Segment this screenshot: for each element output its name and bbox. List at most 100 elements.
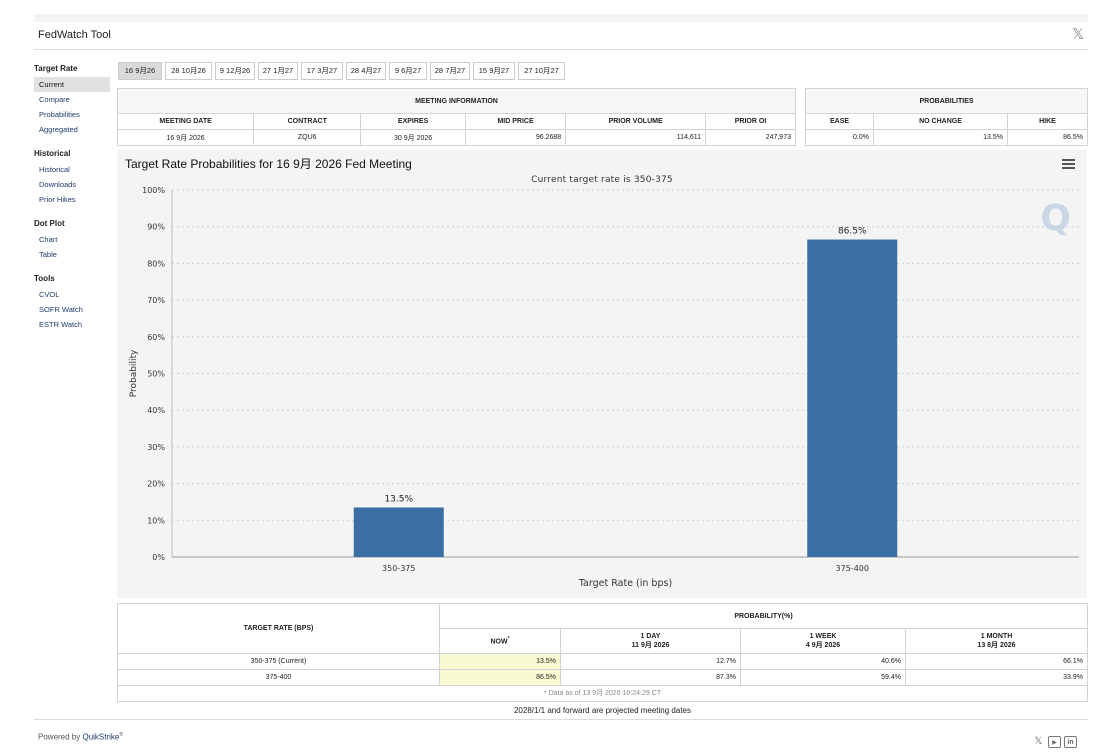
1-week-value: 59.4% <box>740 669 906 686</box>
quikstrike-watermark: Q <box>1040 198 1071 239</box>
sidebar-item-prior-hikes[interactable]: Prior Hikes <box>39 195 76 204</box>
chart-title: Target Rate Probabilities for 16 9月 2026… <box>125 157 412 171</box>
meeting-date-value: 16 9月 2026 <box>116 129 255 146</box>
y-tick-label: 20% <box>147 480 165 489</box>
sidebar-heading: Historical <box>34 149 71 158</box>
bar <box>807 239 898 558</box>
y-tick-label: 90% <box>147 223 165 232</box>
1-month-value: 66.1% <box>905 653 1088 670</box>
sidebar: Target Rate Current Compare Probabilities Ag… <box>34 62 112 342</box>
prior-volume-value: 114,611 <box>565 129 707 146</box>
x-tick-label: 350-375 <box>382 564 415 573</box>
y-tick-label: 80% <box>147 259 165 268</box>
bar <box>353 507 444 557</box>
tab-meeting-date[interactable]: 27 10月27 <box>518 62 565 80</box>
probabilities-title: PROBABILITIES <box>805 88 1088 114</box>
bar-chart: 0% 10% 20% 30% 40% 50% 60% 70% 80% 90% 100% 13.5% 35… <box>129 186 1079 589</box>
header-hike: HIKE <box>1007 113 1088 130</box>
y-tick-label: 10% <box>147 516 165 525</box>
header-meeting-date: MEETING DATE <box>116 113 255 130</box>
sidebar-item-cvol[interactable]: CVOL <box>39 290 60 299</box>
x-tick-label: 375-400 <box>836 564 869 573</box>
data-timestamp-note: * Data as of 13 9月 2026 10:24:29 CT <box>117 686 1088 702</box>
tab-meeting-date[interactable]: 17 3月27 <box>301 62 343 80</box>
header-contract: CONTRACT <box>253 113 362 130</box>
1-week-value: 40.6% <box>740 653 906 670</box>
x-logo-icon[interactable]: 𝕏 <box>1071 26 1085 43</box>
powered-by: Powered by QuikStrike® <box>38 732 124 742</box>
header-now: NOW* <box>439 628 561 654</box>
header-1-month: 1 MONTH 13 8月 2026 <box>905 628 1088 654</box>
table-row: 350-375 (Current) 13.5% 12.7% 40.6% 66.1… <box>117 653 1088 670</box>
chart-subtitle: Current target rate is 350-375 <box>531 175 673 185</box>
header-target-rate: TARGET RATE (BPS) <box>117 603 440 654</box>
y-tick-label: 50% <box>147 370 165 379</box>
y-axis-title: Probability <box>129 349 139 397</box>
sidebar-section: Target Rate Current Compare Probabilities Ag… <box>34 62 112 137</box>
sidebar-item-aggregated[interactable]: Aggregated <box>39 125 78 134</box>
now-value: 13.5% <box>439 653 561 670</box>
sidebar-item-probabilities[interactable]: Probabilities <box>39 110 80 119</box>
app-header: FedWatch Tool 𝕏 <box>34 22 1088 50</box>
sidebar-item-chart[interactable]: Chart <box>39 235 58 244</box>
sidebar-item-compare[interactable]: Compare <box>39 95 70 104</box>
sidebar-item-downloads[interactable]: Downloads <box>39 180 77 189</box>
hike-value: 86.5% <box>1007 129 1088 146</box>
sidebar-section: Tools CVOL SOFR Watch ESTR Watch <box>34 272 112 332</box>
tab-meeting-date[interactable]: 28 10月26 <box>165 62 212 80</box>
tab-meeting-date[interactable]: 27 1月27 <box>258 62 298 80</box>
linkedin-icon[interactable]: in <box>1064 736 1077 748</box>
chart-panel: Target Rate Probabilities for 16 9月 2026… <box>117 150 1087 598</box>
rate-label: 350-375 (Current) <box>117 653 440 670</box>
tab-meeting-date[interactable]: 28 4月27 <box>346 62 386 80</box>
sidebar-item-estr-watch[interactable]: ESTR Watch <box>39 320 83 329</box>
youtube-icon[interactable]: ▶ <box>1048 736 1061 748</box>
x-logo-icon[interactable]: 𝕏 <box>1034 736 1043 747</box>
mid-price-value: 96.2688 <box>464 129 567 146</box>
social-links: 𝕏 ▶ in <box>1032 731 1080 748</box>
sidebar-section: Dot Plot Chart Table <box>34 217 112 262</box>
header-ease: EASE <box>805 113 874 130</box>
header-prior-volume: PRIOR VOLUME <box>565 113 707 130</box>
contract-value: ZQU6 <box>253 129 362 146</box>
sidebar-heading: Dot Plot <box>34 219 65 228</box>
tab-meeting-date[interactable]: 15 9月27 <box>473 62 515 80</box>
meeting-information-title: MEETING INFORMATION <box>117 88 796 114</box>
header-prior-oi: PRIOR OI <box>705 113 796 130</box>
ease-value: 0.0% <box>805 129 874 146</box>
y-tick-label: 70% <box>147 296 165 305</box>
sidebar-section: Historical Historical Downloads Prior Hikes <box>34 147 112 207</box>
1-month-value: 33.9% <box>905 669 1088 686</box>
quikstrike-link[interactable]: QuikStrike <box>82 732 120 742</box>
sidebar-heading: Target Rate <box>34 64 78 73</box>
header-1-week: 1 WEEK 4 9月 2026 <box>740 628 906 654</box>
projected-dates-note: 2028/1/1 and forward are projected meeti… <box>513 706 691 715</box>
expires-value: 30 9月 2026 <box>360 129 466 146</box>
meeting-information-table: MEETING INFORMATION MEETING DATE CONTRAC… <box>116 88 796 146</box>
sidebar-item-historical[interactable]: Historical <box>39 165 70 174</box>
tab-meeting-date[interactable]: 28 7月27 <box>430 62 470 80</box>
tab-meeting-date[interactable]: 9 6月27 <box>389 62 427 80</box>
table-row: 375-400 86.5% 87.3% 59.4% 33.9% <box>117 669 1088 686</box>
rate-label: 375-400 <box>117 669 440 686</box>
x-axis-title: Target Rate (in bps) <box>578 578 672 589</box>
y-tick-label: 40% <box>147 406 165 415</box>
footer-divider <box>34 719 1088 720</box>
prior-oi-value: 247,973 <box>705 129 796 146</box>
sidebar-item-current[interactable]: Current <box>34 77 110 92</box>
header-no-change: NO CHANGE <box>873 113 1008 130</box>
y-tick-label: 0% <box>152 553 165 562</box>
header-mid-price: MID PRICE <box>464 113 567 130</box>
tab-meeting-date[interactable]: 9 12月26 <box>215 62 255 80</box>
header-expires: EXPIRES <box>360 113 466 130</box>
sidebar-heading: Tools <box>34 274 55 283</box>
target-rate-probability-table: TARGET RATE (BPS) PROBABILITY(%) NOW* 1 … <box>117 603 1088 686</box>
1-day-value: 87.3% <box>560 669 741 686</box>
header-1-day: 1 DAY 11 9月 2026 <box>560 628 741 654</box>
y-tick-label: 30% <box>147 443 165 452</box>
sidebar-item-table[interactable]: Table <box>39 250 57 259</box>
sidebar-item-sofr-watch[interactable]: SOFR Watch <box>39 305 83 314</box>
data-label: 13.5% <box>384 494 413 504</box>
hamburger-menu-icon[interactable] <box>1062 159 1075 169</box>
tab-meeting-date[interactable]: 16 9月26 <box>118 62 162 80</box>
